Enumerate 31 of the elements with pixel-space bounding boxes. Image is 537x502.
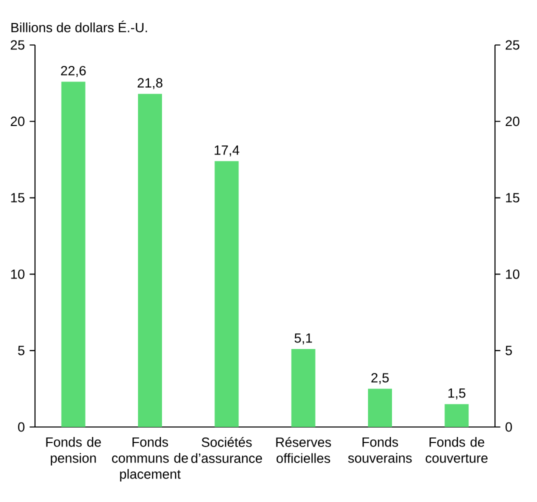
y2-tick-label: 5: [506, 346, 512, 356]
data-label: 17,4: [214, 146, 240, 156]
y-tick-label: 0: [18, 422, 24, 432]
y2-tick-label: 25: [506, 40, 520, 50]
y-tick-label: 15: [11, 193, 24, 202]
bar: [61, 82, 86, 427]
x-tick-label: Fonds souverains: [348, 437, 412, 463]
data-label: 22,6: [61, 66, 86, 77]
x-tick-label: Sociétés d’assurance: [191, 437, 262, 463]
data-label: 2,5: [371, 373, 389, 384]
y-tick-label: 10: [11, 269, 24, 279]
bar: [214, 161, 239, 427]
bar: [291, 349, 316, 427]
y2-tick-label: 15: [506, 193, 520, 202]
y-tick-label: 20: [10, 116, 24, 126]
bar: [138, 94, 162, 427]
y-axis-title: Billions de dollars É.-U.: [11, 20, 147, 32]
data-label: 1,5: [448, 388, 466, 400]
y2-tick-label: 20: [506, 116, 520, 126]
x-tick-label: Fonds de pension: [46, 437, 101, 466]
y2-tick-label: 0: [506, 422, 512, 432]
x-tick-label: Fonds de couverture: [426, 437, 488, 463]
data-label: 21,8: [138, 78, 162, 90]
x-tick-label: Fonds communs de placement: [112, 437, 188, 482]
data-label: 5,1: [294, 333, 312, 344]
y-tick-label: 5: [18, 346, 24, 356]
x-tick-label: Réserves officielles: [276, 437, 331, 463]
y-tick-label: 25: [10, 40, 24, 50]
y2-tick-label: 10: [506, 269, 520, 279]
bar: [368, 388, 392, 427]
bar: [444, 404, 469, 427]
